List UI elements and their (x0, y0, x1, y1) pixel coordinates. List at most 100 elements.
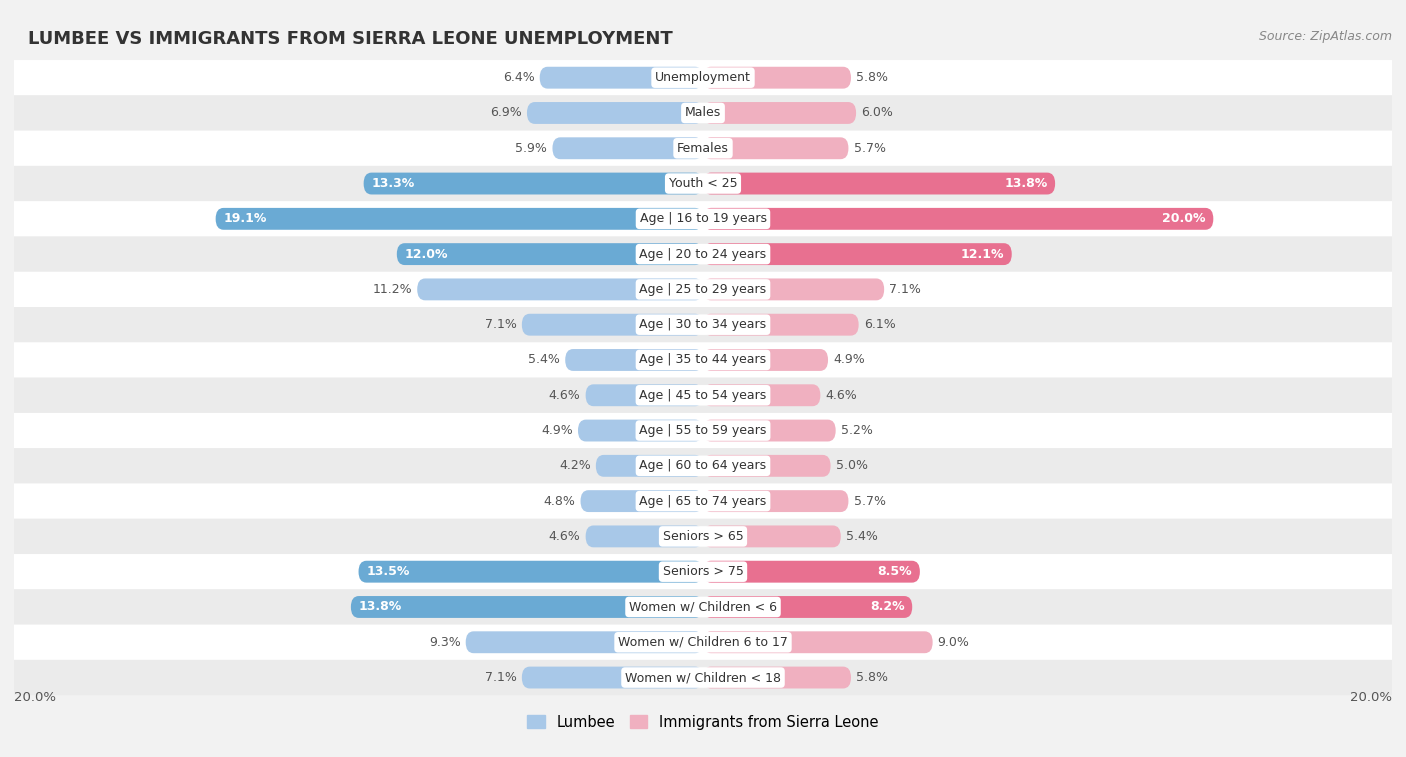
FancyBboxPatch shape (565, 349, 703, 371)
Text: 5.2%: 5.2% (841, 424, 873, 437)
Text: Age | 20 to 24 years: Age | 20 to 24 years (640, 248, 766, 260)
FancyBboxPatch shape (553, 137, 703, 159)
FancyBboxPatch shape (703, 667, 851, 688)
Text: 4.9%: 4.9% (834, 354, 865, 366)
Text: 5.4%: 5.4% (529, 354, 560, 366)
Text: 6.0%: 6.0% (862, 107, 893, 120)
FancyBboxPatch shape (703, 491, 848, 512)
Text: Seniors > 65: Seniors > 65 (662, 530, 744, 543)
Text: Age | 30 to 34 years: Age | 30 to 34 years (640, 318, 766, 332)
FancyBboxPatch shape (465, 631, 703, 653)
FancyBboxPatch shape (703, 525, 841, 547)
FancyBboxPatch shape (0, 95, 1406, 131)
FancyBboxPatch shape (703, 419, 835, 441)
FancyBboxPatch shape (703, 208, 1213, 230)
FancyBboxPatch shape (0, 413, 1406, 448)
FancyBboxPatch shape (540, 67, 703, 89)
Text: 6.1%: 6.1% (863, 318, 896, 332)
Text: Age | 25 to 29 years: Age | 25 to 29 years (640, 283, 766, 296)
Text: 9.3%: 9.3% (429, 636, 461, 649)
FancyBboxPatch shape (703, 349, 828, 371)
Text: Seniors > 75: Seniors > 75 (662, 565, 744, 578)
FancyBboxPatch shape (0, 625, 1406, 660)
FancyBboxPatch shape (0, 378, 1406, 413)
FancyBboxPatch shape (0, 660, 1406, 695)
Text: 4.6%: 4.6% (548, 530, 581, 543)
Text: Age | 16 to 19 years: Age | 16 to 19 years (640, 212, 766, 226)
FancyBboxPatch shape (418, 279, 703, 301)
FancyBboxPatch shape (0, 131, 1406, 166)
Text: 12.1%: 12.1% (960, 248, 1004, 260)
FancyBboxPatch shape (703, 173, 1054, 195)
FancyBboxPatch shape (703, 243, 1012, 265)
Text: 4.6%: 4.6% (548, 389, 581, 402)
FancyBboxPatch shape (0, 448, 1406, 484)
Text: 9.0%: 9.0% (938, 636, 970, 649)
Text: 13.8%: 13.8% (359, 600, 402, 613)
Text: 12.0%: 12.0% (405, 248, 449, 260)
FancyBboxPatch shape (522, 667, 703, 688)
FancyBboxPatch shape (586, 525, 703, 547)
FancyBboxPatch shape (703, 137, 848, 159)
FancyBboxPatch shape (0, 519, 1406, 554)
FancyBboxPatch shape (352, 596, 703, 618)
Text: Age | 35 to 44 years: Age | 35 to 44 years (640, 354, 766, 366)
Text: Females: Females (678, 142, 728, 154)
Text: 13.3%: 13.3% (371, 177, 415, 190)
Text: 8.2%: 8.2% (870, 600, 904, 613)
Text: 5.8%: 5.8% (856, 671, 889, 684)
FancyBboxPatch shape (703, 313, 859, 335)
FancyBboxPatch shape (396, 243, 703, 265)
Text: 5.9%: 5.9% (516, 142, 547, 154)
Text: 11.2%: 11.2% (373, 283, 412, 296)
FancyBboxPatch shape (596, 455, 703, 477)
FancyBboxPatch shape (0, 166, 1406, 201)
Text: Source: ZipAtlas.com: Source: ZipAtlas.com (1258, 30, 1392, 43)
Text: 5.4%: 5.4% (846, 530, 877, 543)
Text: Women w/ Children < 18: Women w/ Children < 18 (626, 671, 780, 684)
Text: 4.6%: 4.6% (825, 389, 858, 402)
Text: 8.5%: 8.5% (877, 565, 912, 578)
FancyBboxPatch shape (703, 455, 831, 477)
Text: Women w/ Children < 6: Women w/ Children < 6 (628, 600, 778, 613)
FancyBboxPatch shape (703, 631, 932, 653)
Text: Women w/ Children 6 to 17: Women w/ Children 6 to 17 (619, 636, 787, 649)
Text: 20.0%: 20.0% (1350, 691, 1392, 704)
Text: 4.9%: 4.9% (541, 424, 572, 437)
FancyBboxPatch shape (581, 491, 703, 512)
Text: LUMBEE VS IMMIGRANTS FROM SIERRA LEONE UNEMPLOYMENT: LUMBEE VS IMMIGRANTS FROM SIERRA LEONE U… (28, 30, 673, 48)
FancyBboxPatch shape (586, 385, 703, 407)
Text: 13.8%: 13.8% (1004, 177, 1047, 190)
Text: 20.0%: 20.0% (14, 691, 56, 704)
FancyBboxPatch shape (703, 385, 820, 407)
FancyBboxPatch shape (703, 102, 856, 124)
FancyBboxPatch shape (0, 307, 1406, 342)
FancyBboxPatch shape (703, 596, 912, 618)
FancyBboxPatch shape (703, 67, 851, 89)
Text: Age | 55 to 59 years: Age | 55 to 59 years (640, 424, 766, 437)
FancyBboxPatch shape (359, 561, 703, 583)
Text: 5.8%: 5.8% (856, 71, 889, 84)
Text: 7.1%: 7.1% (485, 318, 517, 332)
FancyBboxPatch shape (364, 173, 703, 195)
FancyBboxPatch shape (0, 201, 1406, 236)
Text: Males: Males (685, 107, 721, 120)
FancyBboxPatch shape (0, 272, 1406, 307)
FancyBboxPatch shape (578, 419, 703, 441)
Text: Age | 65 to 74 years: Age | 65 to 74 years (640, 494, 766, 508)
FancyBboxPatch shape (527, 102, 703, 124)
Text: 5.7%: 5.7% (853, 494, 886, 508)
Text: 19.1%: 19.1% (224, 212, 267, 226)
Text: 7.1%: 7.1% (889, 283, 921, 296)
FancyBboxPatch shape (0, 236, 1406, 272)
Text: Age | 60 to 64 years: Age | 60 to 64 years (640, 459, 766, 472)
Text: 6.9%: 6.9% (491, 107, 522, 120)
FancyBboxPatch shape (0, 484, 1406, 519)
Text: Unemployment: Unemployment (655, 71, 751, 84)
FancyBboxPatch shape (0, 60, 1406, 95)
FancyBboxPatch shape (0, 590, 1406, 625)
FancyBboxPatch shape (703, 561, 920, 583)
Text: 7.1%: 7.1% (485, 671, 517, 684)
FancyBboxPatch shape (0, 342, 1406, 378)
Text: Youth < 25: Youth < 25 (669, 177, 737, 190)
